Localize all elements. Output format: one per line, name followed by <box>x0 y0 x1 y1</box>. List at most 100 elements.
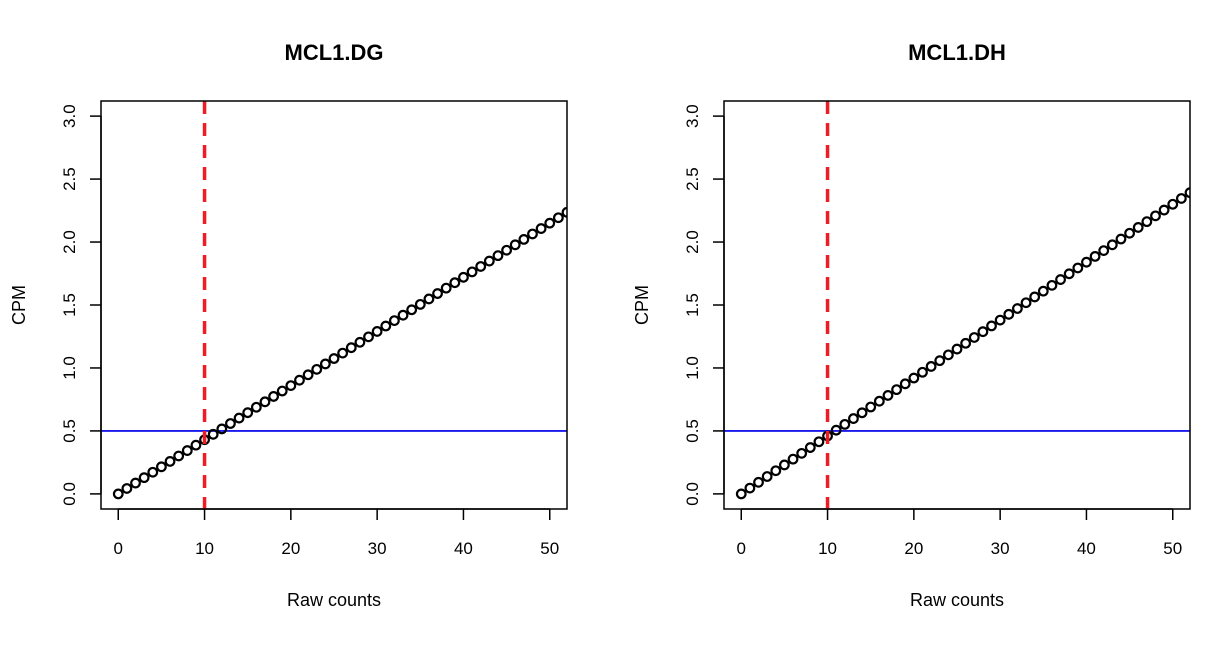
data-point <box>501 244 512 256</box>
plot-panel-2: MCL1.DH 0 10 20 30 40 50 0.0 0.5 1.0 1.5 2.0 2.5 3.0 R… <box>632 40 1191 610</box>
data-point <box>1029 291 1041 303</box>
data-point <box>156 461 167 473</box>
plot-area <box>724 101 1190 509</box>
data-point <box>1132 222 1144 233</box>
data-point <box>207 428 219 440</box>
x-tick-label: 10 <box>195 539 214 558</box>
data-point <box>1175 193 1187 204</box>
data-point <box>744 482 756 494</box>
data-point <box>475 261 487 272</box>
data-point <box>882 390 894 401</box>
y-tick-label: 3.0 <box>60 104 79 128</box>
data-point <box>761 471 773 482</box>
data-point <box>345 342 357 354</box>
data-point <box>250 401 262 413</box>
y-tick-label: 2.0 <box>683 230 702 254</box>
data-point <box>770 465 782 477</box>
data-point <box>112 488 124 500</box>
data-point <box>216 423 228 435</box>
y-tick-label: 2.0 <box>60 230 79 254</box>
data-point <box>1158 204 1170 216</box>
data-point <box>259 396 271 408</box>
data-point <box>830 424 842 436</box>
data-point <box>190 439 202 451</box>
data-point <box>458 271 469 283</box>
data-point <box>509 239 521 251</box>
data-point <box>735 488 747 500</box>
data-point <box>423 293 435 305</box>
x-tick-label: 50 <box>1163 539 1182 558</box>
chart-title: MCL1.DH <box>908 40 1006 65</box>
data-point <box>552 212 564 224</box>
data-point <box>848 413 859 424</box>
y-tick-label: 0.0 <box>60 482 79 506</box>
data-point <box>449 277 461 289</box>
y-tick-label: 0.0 <box>683 482 702 506</box>
data-point <box>839 418 851 430</box>
data-point <box>225 418 236 429</box>
data-point <box>1063 268 1075 280</box>
x-tick-label: 30 <box>991 539 1010 558</box>
x-axis-label: Raw counts <box>287 590 381 610</box>
y-tick-label: 1.5 <box>60 293 79 317</box>
data-point <box>527 228 538 240</box>
data-point <box>268 391 279 402</box>
data-point <box>994 314 1006 326</box>
y-tick-label: 2.5 <box>683 167 702 191</box>
data-point <box>787 453 799 465</box>
x-tick-label: 0 <box>737 539 746 558</box>
data-point <box>276 385 288 397</box>
data-point <box>406 304 418 316</box>
data-point <box>1150 210 1161 222</box>
data-point <box>1098 245 1110 257</box>
data-point <box>942 349 954 361</box>
data-point <box>173 450 185 462</box>
data-point <box>354 336 366 348</box>
data-point <box>233 412 245 424</box>
data-point <box>1081 256 1092 268</box>
data-point <box>371 326 383 337</box>
data-point <box>518 233 530 245</box>
data-point <box>753 476 764 488</box>
data-point <box>130 477 141 489</box>
data-point <box>397 309 409 321</box>
data-point <box>873 395 885 407</box>
data-point <box>337 347 349 359</box>
data-point <box>1106 239 1118 251</box>
y-tick-label: 2.5 <box>60 167 79 191</box>
data-point <box>908 372 920 384</box>
data-point <box>492 250 504 262</box>
plot-area <box>101 101 567 509</box>
data-point <box>319 358 331 370</box>
data-point <box>1072 262 1084 274</box>
data-point <box>363 331 374 343</box>
data-point <box>1124 227 1135 239</box>
chart-title: MCL1.DG <box>285 40 384 65</box>
data-point <box>242 407 254 419</box>
x-tick-label: 0 <box>114 539 123 558</box>
x-tick-label: 20 <box>904 539 923 558</box>
data-point <box>960 337 972 349</box>
data-point <box>294 374 305 386</box>
data-point <box>1046 279 1058 291</box>
y-tick-label: 0.5 <box>683 419 702 443</box>
data-point <box>561 206 567 218</box>
x-tick-label: 40 <box>454 539 473 558</box>
x-axis-label: Raw counts <box>910 590 1004 610</box>
data-point <box>917 366 928 378</box>
x-tick-label: 30 <box>368 539 387 558</box>
data-point <box>432 288 443 299</box>
data-point <box>856 407 868 419</box>
data-point <box>779 459 790 471</box>
data-point <box>968 332 980 343</box>
data-point <box>414 298 426 310</box>
data-point <box>865 401 877 413</box>
y-axis-label: CPM <box>9 285 29 325</box>
plot-frame <box>723 100 1191 510</box>
y-axis-label: CPM <box>632 285 652 325</box>
data-point <box>164 456 176 467</box>
data-point <box>804 442 816 453</box>
data-point <box>328 353 340 364</box>
data-point <box>1167 198 1179 210</box>
plot-frame <box>100 100 568 510</box>
